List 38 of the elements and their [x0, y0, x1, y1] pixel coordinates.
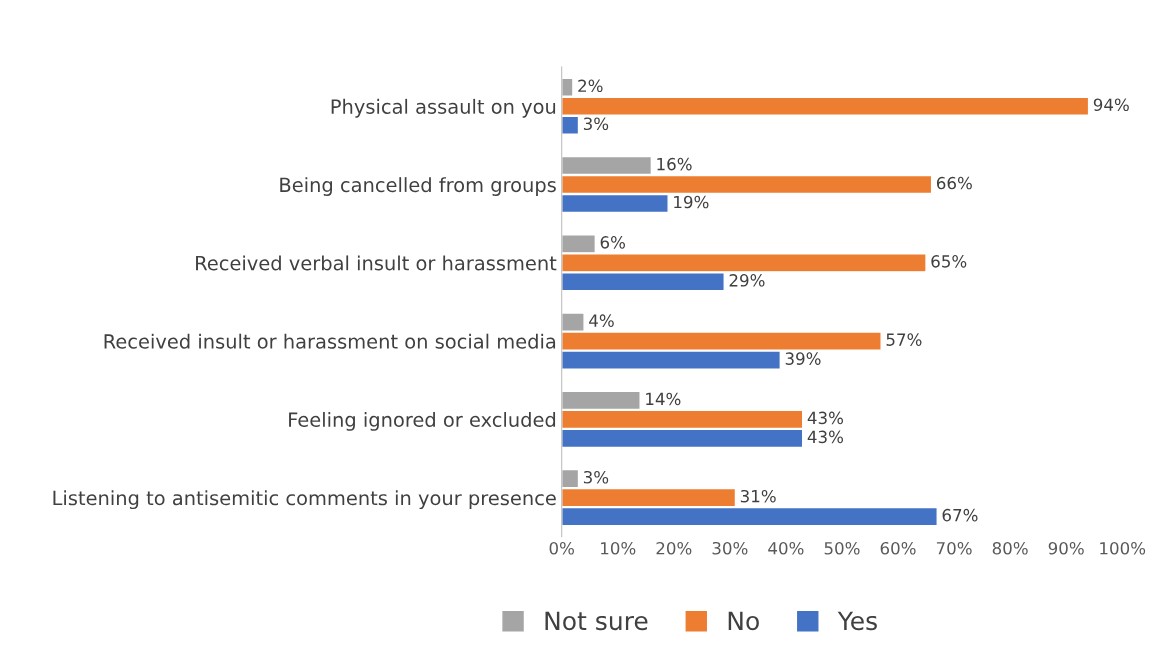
y-tick-label: Being cancelled from groups [280, 177, 556, 196]
data-label: 31% [740, 489, 776, 503]
x-tick-label: 70% [936, 541, 972, 555]
y-tick-label: Physical assault on you [331, 98, 556, 118]
data-label: 6% [600, 236, 626, 249]
data-label: 65% [931, 255, 967, 268]
legend-label: No [728, 611, 759, 631]
data-label: 19% [674, 195, 709, 209]
x-tick-label: 40% [768, 541, 804, 555]
x-tick-label: 30% [712, 541, 748, 555]
x-tick-label: 90% [1048, 541, 1084, 555]
x-tick-label: 0% [549, 541, 574, 555]
x-tick-label: 20% [656, 541, 692, 555]
x-tick-label: 80% [992, 541, 1028, 555]
data-label: 94% [1093, 98, 1129, 112]
x-tick-label: 60% [880, 541, 916, 555]
data-label: 4% [589, 314, 614, 327]
data-label: 66% [936, 176, 972, 190]
data-label: 43% [807, 430, 844, 444]
y-tick-label: Received insult or harassment on social media [104, 333, 556, 349]
data-label: 29% [729, 274, 765, 287]
data-label: 67% [942, 508, 978, 522]
x-tick-label: 50% [824, 541, 860, 555]
y-tick-label: Received verbal insult or harassment [196, 255, 557, 271]
data-label: 16% [657, 157, 692, 171]
x-tick-label: 10% [601, 541, 636, 555]
data-label: 3% [583, 117, 609, 131]
y-tick-label: Feeling ignored or excluded [289, 411, 556, 431]
legend-label: Not sure [545, 611, 648, 631]
data-label: 3% [583, 470, 609, 484]
legend-label: Yes [837, 611, 877, 631]
data-label: 2% [578, 79, 603, 93]
data-label: 43% [807, 411, 844, 425]
data-label: 39% [785, 352, 821, 365]
data-label: 14% [646, 392, 681, 406]
y-tick-label: Listening to antisemitic comments in your presence [53, 490, 556, 510]
x-tick-label: 100% [1100, 541, 1146, 555]
data-label: 57% [886, 333, 922, 346]
